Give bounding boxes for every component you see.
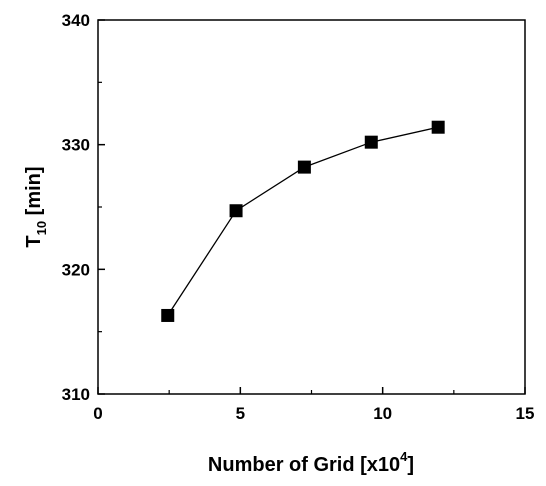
- x-tick-label: 15: [516, 404, 535, 423]
- y-tick-label: 310: [62, 385, 90, 404]
- data-point: [161, 308, 175, 322]
- data-point: [297, 160, 311, 174]
- x-axis-title: Number of Grid [x104]: [208, 449, 414, 476]
- data-point: [364, 135, 378, 149]
- x-tick-label: 5: [236, 404, 245, 423]
- data-point: [431, 120, 445, 134]
- axis-tick-labels: 0 5 10 15 310 320 330 340: [62, 11, 535, 423]
- y-tick-label: 320: [62, 260, 90, 279]
- plot-frame: [97, 19, 526, 395]
- x-tick-label: 0: [93, 404, 102, 423]
- y-tick-label: 330: [62, 136, 90, 155]
- axis-ticks: [97, 19, 526, 395]
- series-markers: [161, 120, 445, 322]
- x-tick-label: 10: [373, 404, 392, 423]
- data-point: [229, 204, 243, 218]
- y-axis-title: T10 [min]: [23, 166, 49, 247]
- series-line: [167, 126, 439, 316]
- y-tick-label: 340: [62, 11, 90, 30]
